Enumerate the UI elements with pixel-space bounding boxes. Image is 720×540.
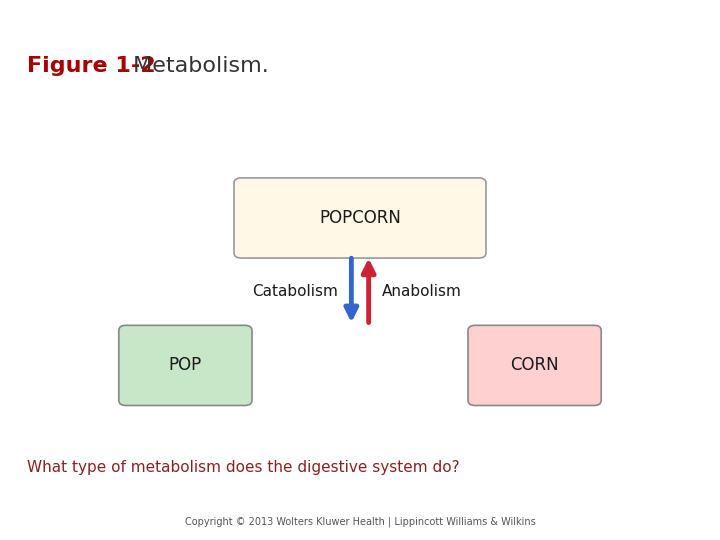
Text: POP: POP — [168, 356, 202, 374]
Text: Catabolism: Catabolism — [253, 284, 338, 299]
Text: What type of metabolism does the digestive system do?: What type of metabolism does the digesti… — [27, 460, 460, 475]
FancyBboxPatch shape — [234, 178, 486, 258]
Text: CORN: CORN — [510, 356, 559, 374]
Text: POPCORN: POPCORN — [319, 209, 401, 227]
Text: Figure 1-2: Figure 1-2 — [27, 56, 156, 76]
Text: Anabolism: Anabolism — [382, 284, 462, 299]
Text: Copyright © 2013 Wolters Kluwer Health | Lippincott Williams & Wilkins: Copyright © 2013 Wolters Kluwer Health |… — [184, 517, 536, 527]
FancyBboxPatch shape — [119, 325, 252, 406]
FancyBboxPatch shape — [468, 325, 601, 406]
Text: Taylor: Memmler's Structure and Function of the Human Body: Taylor: Memmler's Structure and Function… — [6, 6, 328, 16]
Text: Metabolism.: Metabolism. — [126, 56, 269, 76]
